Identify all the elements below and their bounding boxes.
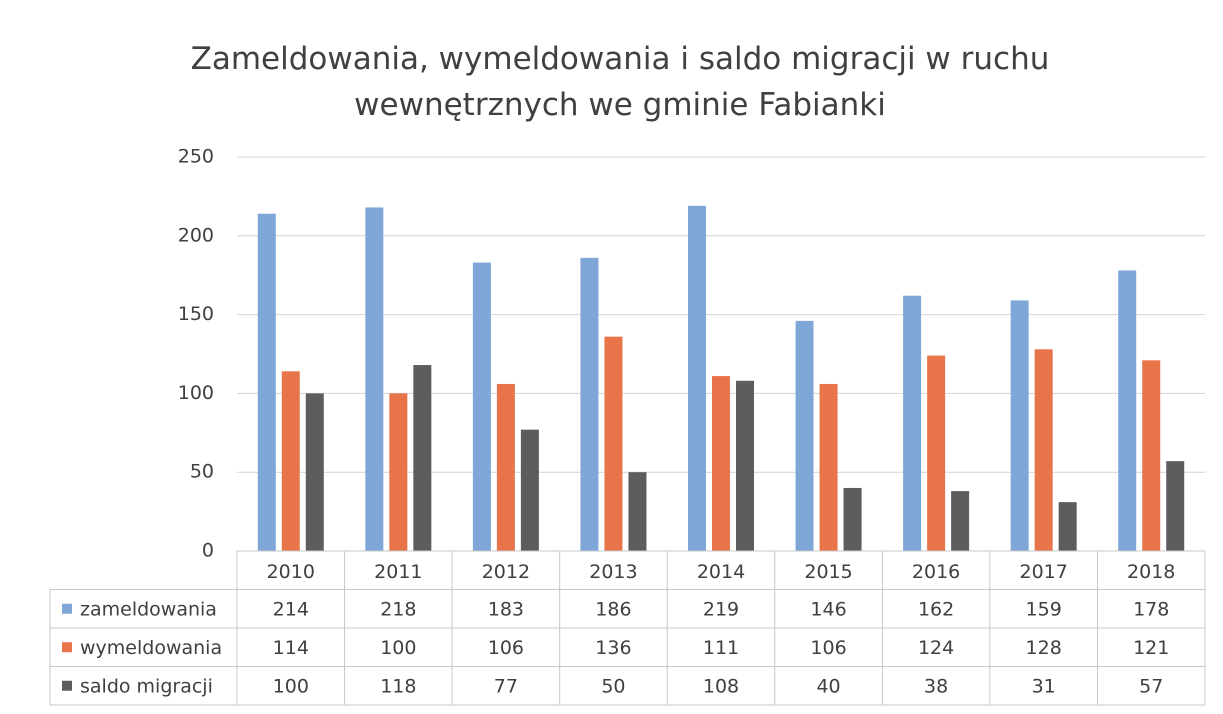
- table-cell: 57: [1139, 675, 1163, 697]
- table-cell: 146: [810, 598, 846, 620]
- legend-swatch: [62, 603, 72, 614]
- table-cell: 178: [1133, 598, 1169, 620]
- bar: [843, 487, 862, 551]
- table-cell: 114: [273, 637, 309, 659]
- bar: [520, 429, 539, 551]
- table-cell: 186: [595, 598, 631, 620]
- bar: [472, 262, 491, 551]
- x-tick-label: 2016: [912, 561, 960, 583]
- y-tick-label: 250: [178, 146, 214, 168]
- bar: [413, 365, 432, 551]
- bar: [712, 376, 730, 551]
- table-cell: 121: [1133, 637, 1169, 659]
- legend-swatch: [62, 680, 72, 691]
- y-tick-label: 50: [190, 461, 214, 483]
- table-cell: 100: [273, 675, 309, 697]
- table-cell: 162: [918, 598, 954, 620]
- table-cell: 214: [273, 598, 309, 620]
- table-cell: 40: [816, 675, 840, 697]
- bar: [281, 371, 300, 551]
- bar: [951, 491, 970, 551]
- legend-swatch: [62, 642, 72, 653]
- bar: [1142, 360, 1161, 551]
- chart-title: Zameldowania, wymeldowania i saldo migra…: [190, 41, 1050, 123]
- table-cell: 77: [494, 675, 518, 697]
- bar: [496, 383, 515, 551]
- bar: [903, 295, 922, 551]
- bar: [795, 320, 814, 551]
- legend-label: zameldowania: [80, 598, 217, 620]
- bar: [1118, 270, 1137, 551]
- y-tick-label: 200: [178, 224, 214, 246]
- table-cell: 159: [1026, 598, 1062, 620]
- legend-label: saldo migracji: [80, 675, 213, 697]
- bar: [688, 205, 706, 551]
- table-cell: 106: [488, 637, 524, 659]
- y-tick-label: 150: [178, 303, 214, 325]
- bar: [1010, 300, 1029, 551]
- table-cell: 183: [488, 598, 524, 620]
- x-tick-label: 2018: [1127, 561, 1175, 583]
- bar: [927, 355, 946, 551]
- bar: [1034, 349, 1053, 551]
- table-cell: 111: [703, 637, 739, 659]
- bar: [604, 336, 623, 551]
- x-tick-label: 2015: [804, 561, 852, 583]
- table-cell: 219: [703, 598, 739, 620]
- x-tick-label: 2014: [697, 561, 745, 583]
- bar: [628, 472, 647, 551]
- bar: [389, 393, 408, 551]
- bar: [819, 383, 838, 551]
- bar: [580, 257, 599, 551]
- bar: [365, 207, 384, 551]
- table-cell: 128: [1026, 637, 1062, 659]
- table-cell: 136: [595, 637, 631, 659]
- x-tick-label: 2013: [589, 561, 637, 583]
- x-tick-label: 2012: [482, 561, 530, 583]
- bar: [257, 213, 276, 551]
- x-tick-label: 2010: [267, 561, 315, 583]
- table-cell: 100: [380, 637, 416, 659]
- bar: [1058, 502, 1077, 551]
- table-cell: 31: [1032, 675, 1056, 697]
- table-cell: 106: [810, 637, 846, 659]
- table-cell: 218: [380, 598, 416, 620]
- table-cell: 38: [924, 675, 948, 697]
- y-tick-label: 100: [178, 382, 214, 404]
- table-cell: 108: [703, 675, 739, 697]
- bar: [736, 380, 754, 551]
- legend-label: wymeldowania: [80, 637, 222, 659]
- table-cell: 50: [601, 675, 625, 697]
- x-tick-label: 2011: [374, 561, 422, 583]
- bar: [305, 393, 324, 551]
- table-cell: 118: [380, 675, 416, 697]
- bar: [1166, 461, 1185, 551]
- y-tick-label: 0: [202, 540, 214, 562]
- table-cell: 124: [918, 637, 954, 659]
- x-tick-label: 2017: [1019, 561, 1067, 583]
